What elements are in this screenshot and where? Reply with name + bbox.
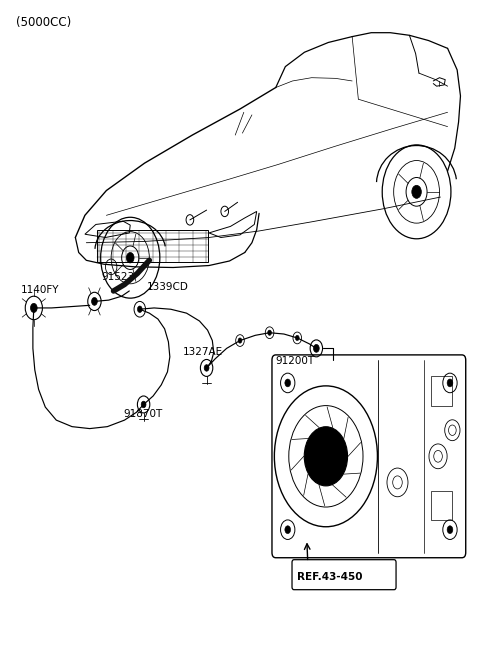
Text: 91870T: 91870T	[123, 409, 162, 419]
Circle shape	[447, 379, 453, 387]
Circle shape	[313, 345, 319, 352]
Circle shape	[447, 526, 453, 534]
Circle shape	[126, 252, 134, 263]
Bar	[431, 377, 452, 405]
Text: 91200T: 91200T	[276, 356, 315, 366]
Bar	[431, 491, 452, 520]
Circle shape	[322, 451, 330, 462]
Circle shape	[92, 297, 97, 305]
Circle shape	[295, 335, 299, 341]
Text: 91523: 91523	[102, 272, 135, 282]
Circle shape	[204, 365, 209, 371]
Circle shape	[285, 526, 290, 534]
Circle shape	[268, 330, 272, 335]
Text: (5000CC): (5000CC)	[16, 16, 71, 29]
Circle shape	[141, 402, 146, 407]
Circle shape	[137, 306, 142, 312]
Text: 1327AE: 1327AE	[183, 347, 223, 357]
Circle shape	[285, 379, 290, 387]
Circle shape	[315, 442, 336, 470]
Text: 1339CD: 1339CD	[147, 282, 189, 292]
Text: REF.43-450: REF.43-450	[297, 572, 363, 582]
Circle shape	[304, 426, 348, 486]
Circle shape	[238, 338, 242, 343]
Circle shape	[412, 185, 421, 198]
Circle shape	[31, 303, 37, 312]
Text: 1140FY: 1140FY	[21, 285, 59, 295]
